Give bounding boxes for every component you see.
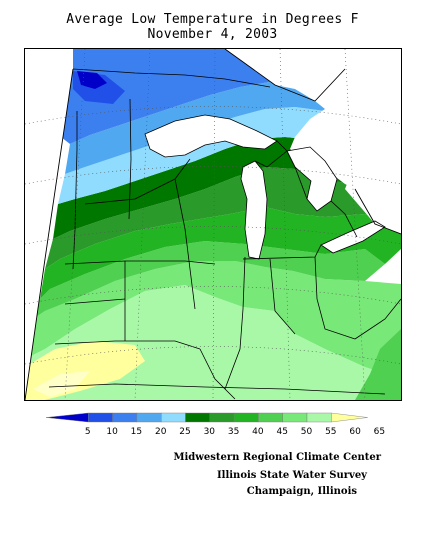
legend-swatch <box>112 412 138 423</box>
band-50-55 <box>25 261 401 379</box>
legend-swatch <box>88 412 113 423</box>
lake-huron <box>286 146 338 212</box>
color-legend-svg: 5 10 15 20 25 30 35 40 45 50 55 60 65 <box>45 412 385 437</box>
legend-swatch <box>45 412 89 423</box>
band-45-50-south <box>355 329 401 400</box>
legend-tick-label: 15 <box>131 427 142 437</box>
band-5-10 <box>77 71 107 89</box>
color-legend: 5 10 15 20 25 30 35 40 45 50 55 60 65 <box>40 410 385 440</box>
band-60-65-inner <box>33 371 90 397</box>
map-title: Average Low Temperature in Degrees F <box>66 12 359 27</box>
legend-tick-label: 30 <box>204 427 216 437</box>
legend-swatch <box>233 412 259 423</box>
credit-line-1: Midwestern Regional Climate Center <box>173 452 381 463</box>
legend-tick-label: 35 <box>228 427 239 437</box>
legend-tick-label: 10 <box>106 427 118 437</box>
legend-swatch <box>185 412 210 423</box>
legend-tick-label: 60 <box>349 427 361 437</box>
temperature-map <box>24 48 402 401</box>
graticule <box>25 49 401 400</box>
legend-tick-label: 5 <box>85 427 91 437</box>
domain-outline <box>25 49 401 400</box>
band-40-45 <box>40 207 401 299</box>
legend-swatch <box>258 412 283 423</box>
legend-tick-label: 20 <box>155 427 167 437</box>
credit-line-3: Champaign, Illinois <box>246 486 357 497</box>
map-date: November 4, 2003 <box>147 27 278 42</box>
legend-tick-label: 40 <box>252 427 264 437</box>
credit-line-2: Illinois State Water Survey <box>216 470 367 481</box>
legend-swatch <box>209 412 235 423</box>
legend-swatch <box>306 412 332 423</box>
lake-superior <box>144 114 278 158</box>
legend-tick-label: 55 <box>325 427 336 437</box>
legend-tick-label: 45 <box>276 427 287 437</box>
state-borders <box>48 68 401 400</box>
legend-tick-label: 65 <box>374 427 385 437</box>
legend-swatches <box>45 412 368 423</box>
legend-swatch <box>136 412 162 423</box>
band-20-25 <box>65 79 401 174</box>
legend-swatch <box>331 412 368 423</box>
legend-labels: 5 10 15 20 25 30 35 40 45 50 55 60 65 <box>85 427 385 437</box>
legend-tick-label: 50 <box>301 427 313 437</box>
legend-swatch <box>160 412 186 423</box>
temperature-map-svg <box>25 49 401 400</box>
lake-erie <box>320 220 386 254</box>
legend-tick-label: 25 <box>179 427 190 437</box>
great-lakes <box>144 114 386 260</box>
legend-swatch <box>282 412 308 423</box>
